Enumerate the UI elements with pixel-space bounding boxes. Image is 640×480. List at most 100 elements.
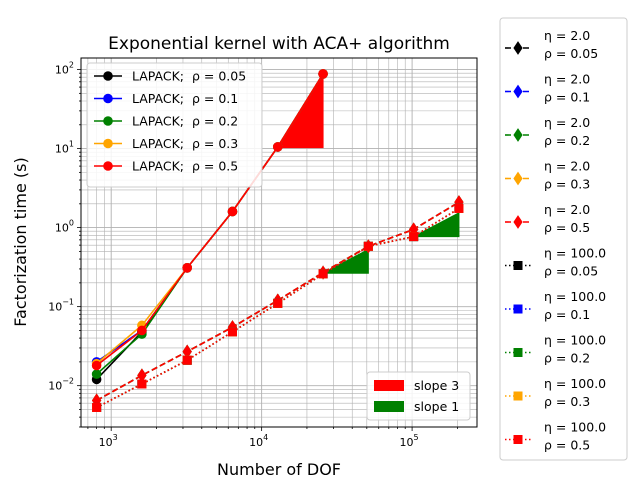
- legend-hmatrix-eta: η = 100.0: [544, 376, 606, 391]
- legend-lapack-rho: ρ = 0.05: [192, 69, 246, 84]
- hmatrix-data-point: [409, 232, 419, 242]
- legend-lapack-marker: [103, 116, 113, 126]
- hmatrix-data-point: [137, 379, 147, 389]
- legend-lapack-name: LAPACK;: [132, 91, 188, 106]
- legend-lapack-rho: ρ = 0.5: [192, 159, 238, 174]
- x-tick-exponent: 5: [414, 433, 419, 442]
- hmatrix-data-point: [182, 355, 192, 365]
- legend-lapack-rho: ρ = 0.2: [192, 114, 238, 129]
- legend-lapack-name: LAPACK;: [132, 136, 188, 151]
- legend-hmatrix-rho: ρ = 0.3: [544, 394, 590, 409]
- legend-hmatrix-rho: ρ = 0.2: [544, 351, 590, 366]
- y-tick-label: 10−1: [48, 298, 74, 314]
- hmatrix-data-point: [363, 241, 373, 251]
- lapack-data-point: [137, 325, 147, 336]
- legend-lapack-label: LAPACK; ρ = 0.5: [132, 159, 238, 174]
- legend-lapack-name: LAPACK;: [132, 159, 188, 174]
- legend-hmatrix-marker: [513, 348, 523, 357]
- legend-lapack-name: LAPACK;: [132, 114, 188, 129]
- y-tick-exponent: −1: [62, 298, 74, 307]
- plot-frame: [80, 57, 478, 428]
- legend-slope-swatch: [374, 401, 404, 412]
- legend-hmatrix-rho: ρ = 0.3: [544, 177, 590, 192]
- legend-lapack-name: LAPACK;: [132, 69, 188, 84]
- legend-hmatrix-eta: η = 100.0: [544, 420, 606, 435]
- legend-hmatrix-eta: η = 100.0: [544, 333, 606, 348]
- lapack-series-line: [96, 73, 324, 367]
- legend-hmatrix-rho: ρ = 0.1: [544, 90, 590, 105]
- legend-hmatrix-eta: η = 2.0: [544, 202, 590, 217]
- x-tick-exponent: 4: [263, 433, 268, 442]
- x-tick-base: 10: [249, 436, 263, 449]
- legend-slope: slope 3 slope 1: [366, 371, 471, 421]
- legend-hmatrix-marker: [513, 435, 523, 444]
- legend-lapack-label: LAPACK; ρ = 0.05: [132, 69, 246, 84]
- hmatrix-data-point: [273, 298, 283, 308]
- legend-hmatrix-rho: ρ = 0.5: [544, 438, 590, 453]
- legend-lapack-marker: [103, 161, 113, 171]
- legend-hmatrix-marker: [513, 215, 523, 229]
- slope-triangle: [413, 211, 460, 238]
- y-tick-base: 10: [48, 301, 62, 314]
- hmatrix-data-point: [318, 269, 328, 279]
- x-tick-label: 105: [400, 433, 419, 449]
- y-tick-exponent: −2: [62, 377, 74, 386]
- legend-lapack-marker: [103, 138, 113, 149]
- hmatrix-data-point: [92, 402, 102, 412]
- legend-lapack-rho: ρ = 0.1: [192, 91, 238, 106]
- chart-title: Exponential kernel with ACA+ algorithm: [108, 34, 450, 54]
- y-tick-exponent: 1: [69, 140, 74, 149]
- legend-hmatrix-eta: η = 2.0: [544, 159, 590, 174]
- x-tick-exponent: 3: [113, 433, 118, 442]
- lapack-data-point: [182, 263, 192, 273]
- legend-hmatrix-rho: ρ = 0.05: [544, 46, 598, 61]
- legend-hmatrix-marker: [513, 391, 523, 401]
- hmatrix-data-point: [454, 203, 464, 213]
- lapack-data-point: [272, 142, 283, 152]
- lapack-data-point: [318, 69, 328, 79]
- legend-hmatrix-marker: [513, 261, 523, 270]
- lapack-data-point: [91, 369, 102, 379]
- legend-hmatrix-rho: ρ = 0.5: [544, 220, 590, 235]
- legend-hmatrix-rho: ρ = 0.05: [544, 264, 598, 279]
- legend-hmatrix-marker: [513, 171, 523, 186]
- lapack-data-point: [227, 206, 238, 217]
- x-tick-base: 10: [400, 436, 414, 449]
- legend-hmatrix-marker: [513, 41, 523, 55]
- y-tick-exponent: 0: [69, 219, 74, 228]
- y-tick-base: 10: [48, 380, 62, 393]
- legend-hmatrix-eta: η = 100.0: [544, 289, 606, 304]
- y-axis-label: Factorization time (s): [11, 157, 30, 326]
- legend-lapack-label: LAPACK; ρ = 0.2: [132, 114, 238, 129]
- y-tick-label: 100: [55, 219, 74, 235]
- legend-hmatrix: η = 2.0 ρ = 0.05 η = 2.0 ρ = 0.1 η = 2.0 ρ = …: [499, 17, 628, 461]
- legend-hmatrix-eta: η = 2.0: [544, 72, 590, 87]
- legend-hmatrix-marker: [513, 304, 523, 314]
- hmatrix-data-point: [227, 327, 237, 337]
- y-tick-label: 101: [55, 140, 74, 156]
- x-tick-label: 103: [99, 433, 118, 449]
- y-tick-label: 102: [55, 61, 74, 77]
- y-tick-exponent: 2: [69, 61, 74, 70]
- legend-hmatrix-rho: ρ = 0.2: [544, 133, 590, 148]
- lapack-data-point: [91, 360, 102, 371]
- legend-lapack-label: LAPACK; ρ = 0.3: [132, 136, 238, 151]
- legend-lapack-box: [86, 62, 263, 188]
- legend-hmatrix-rho: ρ = 0.1: [544, 307, 590, 322]
- legend-hmatrix-marker: [513, 128, 523, 142]
- legend-lapack-marker: [103, 71, 113, 81]
- legend-hmatrix-box: [499, 17, 628, 461]
- legend-slope-swatch: [374, 380, 404, 391]
- legend-slope-label: slope 3: [414, 378, 459, 393]
- legend-lapack-marker: [103, 93, 113, 104]
- y-tick-base: 10: [55, 64, 69, 77]
- legend-hmatrix-eta: η = 2.0: [544, 115, 590, 130]
- y-tick-base: 10: [55, 222, 69, 235]
- data-series: [91, 69, 464, 412]
- legend-hmatrix-eta: η = 2.0: [544, 28, 590, 43]
- legend-hmatrix-marker: [513, 84, 523, 99]
- legend-lapack-label: LAPACK; ρ = 0.1: [132, 91, 238, 106]
